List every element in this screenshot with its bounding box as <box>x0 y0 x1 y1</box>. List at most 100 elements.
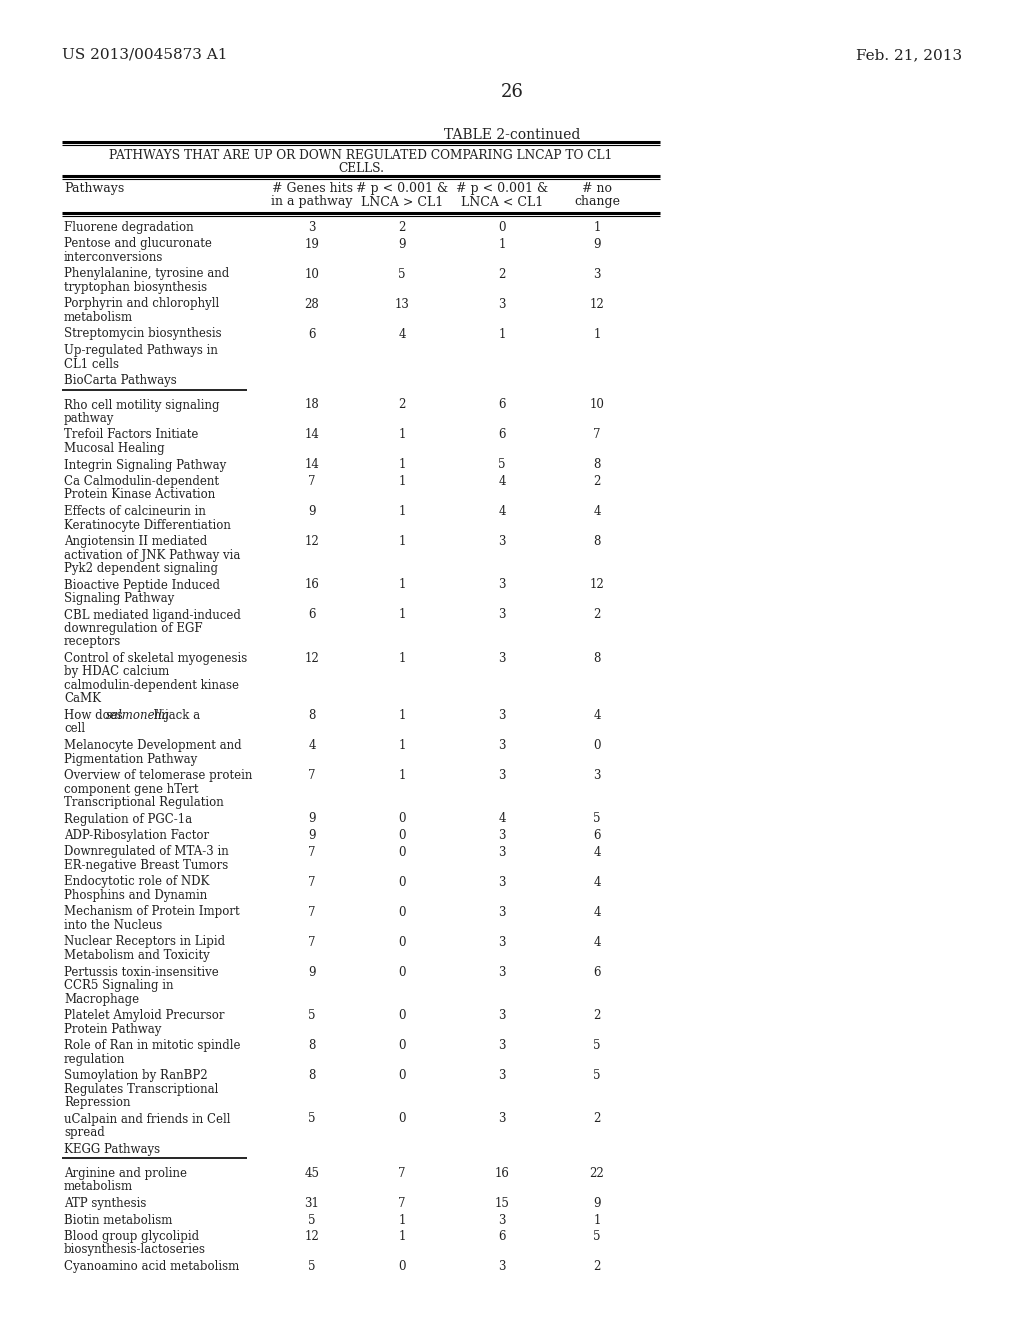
Text: 9: 9 <box>593 238 601 251</box>
Text: 1: 1 <box>499 327 506 341</box>
Text: 0: 0 <box>499 220 506 234</box>
Text: Rho cell motility signaling
pathway: Rho cell motility signaling pathway <box>63 399 219 425</box>
Text: Melanocyte Development and
Pigmentation Pathway: Melanocyte Development and Pigmentation … <box>63 739 242 766</box>
Text: Role of Ran in mitotic spindle
regulation: Role of Ran in mitotic spindle regulatio… <box>63 1039 241 1065</box>
Text: uCalpain and friends in Cell
spread: uCalpain and friends in Cell spread <box>63 1113 230 1139</box>
Text: 6: 6 <box>499 429 506 441</box>
Text: Nuclear Receptors in Lipid
Metabolism and Toxicity: Nuclear Receptors in Lipid Metabolism an… <box>63 936 225 962</box>
Text: 5: 5 <box>499 458 506 471</box>
Text: 7: 7 <box>398 1167 406 1180</box>
Text: Up-regulated Pathways in
CL1 cells: Up-regulated Pathways in CL1 cells <box>63 345 218 371</box>
Text: 4: 4 <box>398 327 406 341</box>
Text: # Genes hits: # Genes hits <box>271 182 352 195</box>
Text: CBL mediated ligand-induced
downregulation of EGF
receptors: CBL mediated ligand-induced downregulati… <box>63 609 241 648</box>
Text: 8: 8 <box>308 709 315 722</box>
Text: 5: 5 <box>398 268 406 281</box>
Text: 3: 3 <box>499 297 506 310</box>
Text: 0: 0 <box>398 906 406 919</box>
Text: # no: # no <box>582 182 612 195</box>
Text: 5: 5 <box>593 1039 601 1052</box>
Text: 7: 7 <box>308 875 315 888</box>
Text: 7: 7 <box>398 1197 406 1210</box>
Text: Sumoylation by RanBP2
Regulates Transcriptional
Repression: Sumoylation by RanBP2 Regulates Transcri… <box>63 1069 218 1109</box>
Text: LNCA > CL1: LNCA > CL1 <box>360 195 443 209</box>
Text: 9: 9 <box>308 965 315 978</box>
Text: 3: 3 <box>499 1113 506 1126</box>
Text: 12: 12 <box>590 578 604 591</box>
Text: Phenylalanine, tyrosine and
tryptophan biosynthesis: Phenylalanine, tyrosine and tryptophan b… <box>63 268 229 294</box>
Text: 2: 2 <box>593 475 601 488</box>
Text: 12: 12 <box>304 1230 319 1243</box>
Text: hijack a: hijack a <box>151 709 201 722</box>
Text: 0: 0 <box>398 875 406 888</box>
Text: 5: 5 <box>308 1213 315 1226</box>
Text: Blood group glycolipid
biosynthesis-lactoseries: Blood group glycolipid biosynthesis-lact… <box>63 1230 206 1257</box>
Text: 2: 2 <box>593 1008 601 1022</box>
Text: 1: 1 <box>398 1230 406 1243</box>
Text: Integrin Signaling Pathway: Integrin Signaling Pathway <box>63 458 226 471</box>
Text: 1: 1 <box>398 1213 406 1226</box>
Text: Bioactive Peptide Induced
Signaling Pathway: Bioactive Peptide Induced Signaling Path… <box>63 578 220 605</box>
Text: 1: 1 <box>499 238 506 251</box>
Text: Effects of calcineurin in
Keratinocyte Differentiation: Effects of calcineurin in Keratinocyte D… <box>63 506 230 532</box>
Text: 1: 1 <box>593 1213 601 1226</box>
Text: 3: 3 <box>499 906 506 919</box>
Text: PATHWAYS THAT ARE UP OR DOWN REGULATED COMPARING LNCAP TO CL1: PATHWAYS THAT ARE UP OR DOWN REGULATED C… <box>110 149 612 162</box>
Text: Regulation of PGC-1a: Regulation of PGC-1a <box>63 813 193 825</box>
Text: 0: 0 <box>398 936 406 949</box>
Text: 3: 3 <box>499 609 506 622</box>
Text: 5: 5 <box>308 1261 315 1272</box>
Text: 3: 3 <box>499 770 506 781</box>
Text: 10: 10 <box>590 399 604 412</box>
Text: 6: 6 <box>308 609 315 622</box>
Text: # p < 0.001 &: # p < 0.001 & <box>456 182 548 195</box>
Text: 9: 9 <box>308 813 315 825</box>
Text: 1: 1 <box>398 475 406 488</box>
Text: 4: 4 <box>593 875 601 888</box>
Text: 7: 7 <box>308 906 315 919</box>
Text: CELLS.: CELLS. <box>338 162 384 176</box>
Text: 2: 2 <box>499 268 506 281</box>
Text: 0: 0 <box>398 1008 406 1022</box>
Text: Endocytotic role of NDK
Phosphins and Dynamin: Endocytotic role of NDK Phosphins and Dy… <box>63 875 209 902</box>
Text: 6: 6 <box>499 1230 506 1243</box>
Text: 5: 5 <box>308 1113 315 1126</box>
Text: 3: 3 <box>499 846 506 858</box>
Text: 0: 0 <box>398 1069 406 1082</box>
Text: 18: 18 <box>304 399 319 412</box>
Text: Mechanism of Protein Import
into the Nucleus: Mechanism of Protein Import into the Nuc… <box>63 906 240 932</box>
Text: Arginine and proline
metabolism: Arginine and proline metabolism <box>63 1167 187 1193</box>
Text: 13: 13 <box>394 297 410 310</box>
Text: 8: 8 <box>593 458 601 471</box>
Text: 0: 0 <box>398 846 406 858</box>
Text: 9: 9 <box>593 1197 601 1210</box>
Text: 4: 4 <box>308 739 315 752</box>
Text: 4: 4 <box>593 936 601 949</box>
Text: 0: 0 <box>398 829 406 842</box>
Text: 2: 2 <box>593 1261 601 1272</box>
Text: 7: 7 <box>308 846 315 858</box>
Text: Overview of telomerase protein
component gene hTert
Transcriptional Regulation: Overview of telomerase protein component… <box>63 770 252 809</box>
Text: 16: 16 <box>495 1167 509 1180</box>
Text: in a pathway: in a pathway <box>271 195 352 209</box>
Text: 4: 4 <box>593 506 601 517</box>
Text: Porphyrin and chlorophyll
metabolism: Porphyrin and chlorophyll metabolism <box>63 297 219 323</box>
Text: BioCarta Pathways: BioCarta Pathways <box>63 374 177 387</box>
Text: LNCA < CL1: LNCA < CL1 <box>461 195 543 209</box>
Text: 1: 1 <box>398 535 406 548</box>
Text: 1: 1 <box>593 220 601 234</box>
Text: 3: 3 <box>499 578 506 591</box>
Text: 6: 6 <box>593 965 601 978</box>
Text: cell: cell <box>63 722 85 735</box>
Text: 6: 6 <box>593 829 601 842</box>
Text: 26: 26 <box>501 83 523 102</box>
Text: 12: 12 <box>304 652 319 665</box>
Text: 5: 5 <box>593 1069 601 1082</box>
Text: 7: 7 <box>308 936 315 949</box>
Text: Pentose and glucuronate
interconversions: Pentose and glucuronate interconversions <box>63 238 212 264</box>
Text: 14: 14 <box>304 429 319 441</box>
Text: 3: 3 <box>308 220 315 234</box>
Text: 8: 8 <box>593 535 601 548</box>
Text: 0: 0 <box>398 813 406 825</box>
Text: 7: 7 <box>593 429 601 441</box>
